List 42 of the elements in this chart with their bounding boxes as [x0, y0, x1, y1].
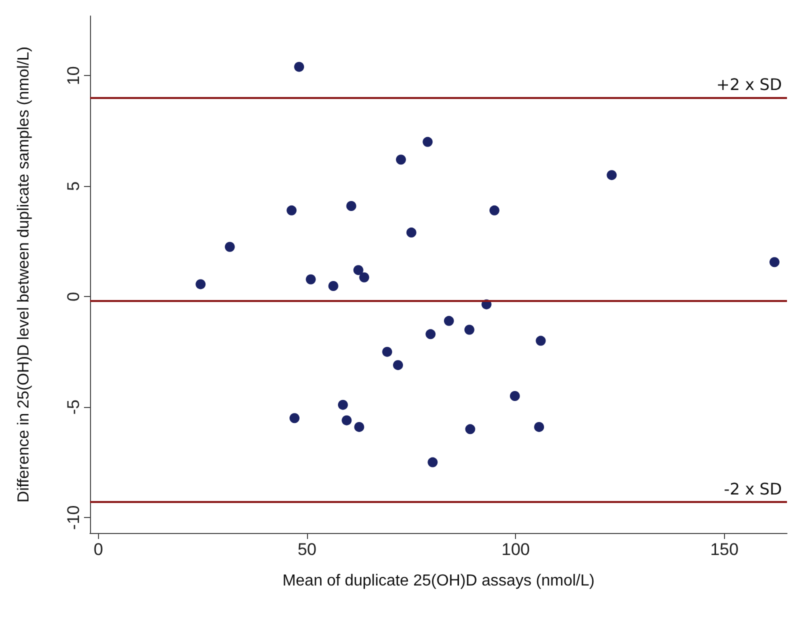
point: [306, 274, 316, 284]
point: [353, 265, 364, 276]
point: [342, 415, 352, 426]
point: [354, 422, 364, 432]
point: [346, 201, 356, 212]
point: [294, 62, 304, 72]
point: [464, 324, 474, 335]
point: [290, 413, 300, 424]
ref-line-label: -2 x SD: [724, 480, 782, 499]
point: [465, 424, 476, 434]
point: [428, 457, 438, 468]
point: [338, 400, 348, 410]
point: [444, 316, 454, 326]
y-tick-label: -5: [64, 400, 83, 415]
x-tick-label: 0: [94, 540, 104, 559]
point: [328, 280, 338, 291]
point: [606, 170, 617, 180]
y-axis-title: Difference in 25(OH)D level between duplicate samples (nmol/L): [16, 46, 32, 502]
x-tick-label: 100: [502, 540, 530, 559]
point: [286, 205, 297, 216]
ref-line-label: +2 x SD: [716, 75, 782, 94]
point: [426, 329, 436, 340]
y-tick-label: 10: [64, 66, 83, 86]
point: [534, 422, 544, 432]
point: [196, 279, 206, 290]
point: [536, 336, 546, 346]
point: [396, 154, 406, 165]
point: [224, 242, 235, 252]
y-tick-label: 0: [64, 292, 83, 302]
x-tick-label: 50: [298, 540, 316, 559]
point: [422, 136, 433, 147]
y-tick-label: -10: [64, 505, 83, 530]
point: [510, 391, 520, 402]
point: [359, 272, 370, 282]
point: [382, 346, 392, 357]
point: [489, 205, 500, 216]
x-axis-title: Mean of duplicate 25(OH)D assays (nmol/L): [282, 572, 595, 590]
x-tick-label: 150: [710, 540, 739, 559]
y-tick-label: 5: [64, 181, 83, 191]
point: [769, 257, 780, 268]
point: [393, 360, 404, 370]
point: [406, 228, 416, 238]
